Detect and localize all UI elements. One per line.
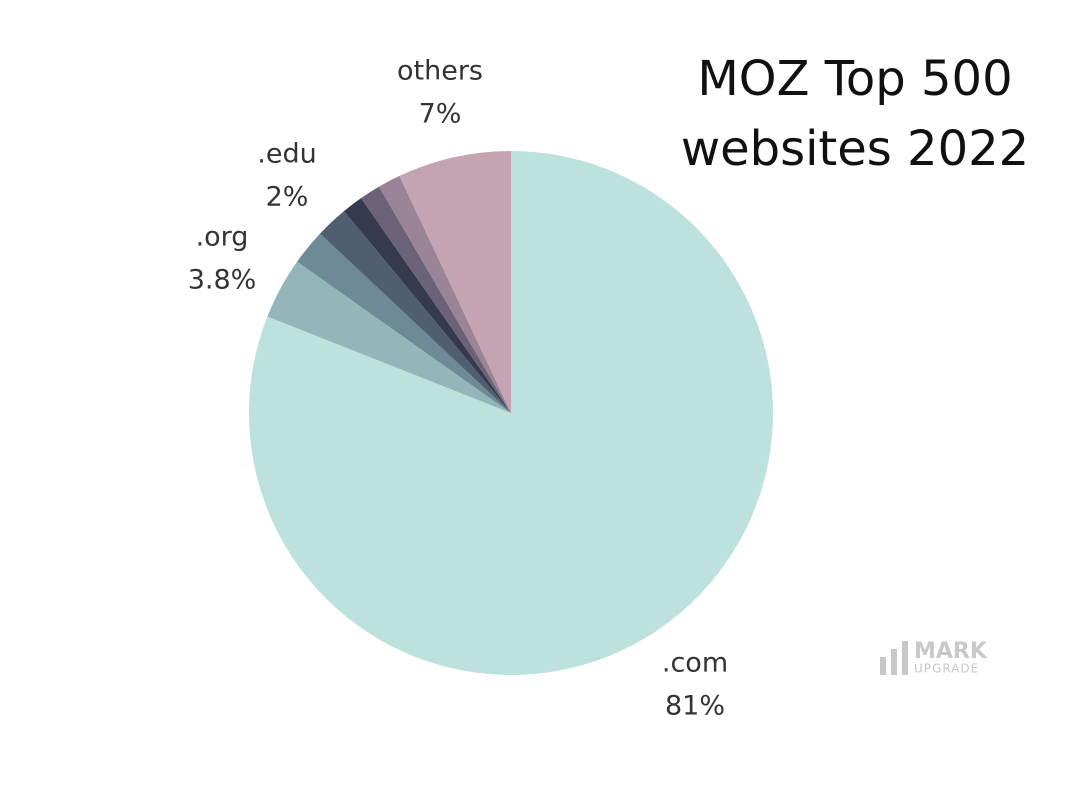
chart-title: MOZ Top 500 websites 2022: [680, 51, 1030, 177]
value-label: 2%: [266, 182, 309, 213]
pie-slice: [399, 151, 511, 413]
watermark-text: UPGRADE: [914, 662, 979, 676]
watermark-text: MARK: [914, 639, 988, 664]
pie-slice: [379, 175, 511, 413]
logo-bar: [880, 657, 886, 675]
watermark-logo: [880, 641, 908, 675]
category-label: others: [397, 56, 483, 87]
logo-bar: [891, 649, 897, 675]
value-label: 7%: [419, 99, 462, 130]
pie-slice: [361, 186, 511, 413]
category-label: .edu: [257, 139, 316, 170]
category-label: .com: [662, 648, 728, 679]
pie-slice: [267, 261, 511, 413]
pie-slice: [249, 151, 774, 676]
pie-slice: [343, 198, 511, 413]
value-label: 81%: [665, 691, 725, 722]
value-label: 3.8%: [188, 265, 257, 296]
logo-bar: [902, 641, 908, 675]
pie-slice: [320, 211, 511, 413]
category-label: .org: [196, 222, 249, 253]
pie-slice: [297, 233, 511, 413]
